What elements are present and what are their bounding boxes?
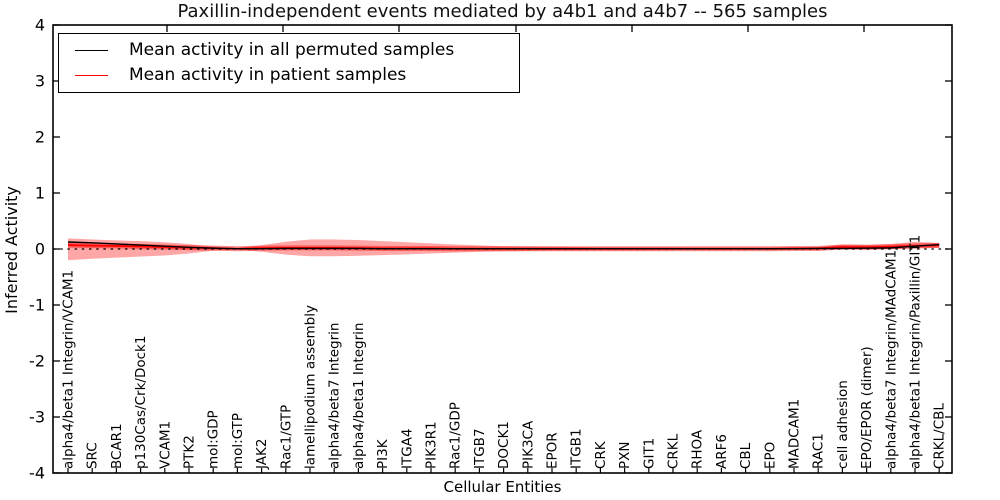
x-tick-label: ARF6 <box>714 434 730 469</box>
y-tick-label: -4 <box>29 464 45 483</box>
x-tick-label: PIK3R1 <box>424 421 440 469</box>
y-tick-label: -2 <box>29 352 45 371</box>
x-tick-label: GIT1 <box>641 438 657 469</box>
legend-label-permuted: Mean activity in all permuted samples <box>129 40 455 60</box>
legend: Mean activity in all permuted samples Me… <box>58 33 520 93</box>
x-tick-label: cell adhesion <box>835 380 851 469</box>
y-tick-label: 2 <box>35 128 45 147</box>
x-tick-label: CBL <box>738 442 754 469</box>
x-tick-label: RAC1 <box>811 433 827 469</box>
legend-item-permuted: Mean activity in all permuted samples <box>59 42 519 59</box>
permuted-line-swatch-icon <box>75 50 108 51</box>
x-tick-label: CRKL/CBL <box>932 403 948 469</box>
x-tick-label: mol:GTP <box>230 413 246 469</box>
y-tick-label: -1 <box>29 296 45 315</box>
permuted-mean-line <box>67 241 940 250</box>
legend-label-patient: Mean activity in patient samples <box>129 65 407 85</box>
x-tick-label: lamellipodium assembly <box>303 305 319 469</box>
x-tick-label: PI3K <box>375 438 391 469</box>
x-tick-label: RHOA <box>690 429 706 469</box>
x-tick-label: DOCK1 <box>496 421 512 469</box>
x-tick-label: MADCAM1 <box>787 399 803 469</box>
x-axis-label: Cellular Entities <box>443 478 562 496</box>
x-tick-label: mol:GDP <box>206 410 222 469</box>
y-tick-label: 0 <box>35 240 45 259</box>
x-tick-label: BCAR1 <box>109 423 125 469</box>
x-tick-label: EPO/EPOR (dimer) <box>859 346 875 469</box>
x-tick-label: ITGB7 <box>472 428 488 469</box>
y-tick-label: 4 <box>35 16 45 35</box>
x-tick-label: CRKL <box>666 433 682 469</box>
x-tick-label: Rac1/GTP <box>278 405 294 469</box>
x-tick-label: alpha4/beta7 Integrin/MAdCAM1 <box>883 250 899 469</box>
x-tick-label: alpha4/beta1 Integrin/Paxillin/GIT1 <box>908 235 924 469</box>
x-tick-label: PTK2 <box>182 435 198 469</box>
chart-title: Paxillin-independent events mediated by … <box>177 1 828 22</box>
x-tick-label: JAK2 <box>254 439 270 470</box>
x-tick-label: SRC <box>85 442 101 469</box>
x-tick-label: alpha4/beta1 Integrin/VCAM1 <box>61 270 77 469</box>
y-tick-label: 1 <box>35 184 45 203</box>
x-tick-label: EPO <box>762 442 778 469</box>
x-tick-label: VCAM1 <box>157 421 173 469</box>
x-tick-label: ITGB1 <box>569 428 585 469</box>
y-tick-label: -3 <box>29 408 45 427</box>
y-axis-label: Inferred Activity <box>2 186 21 314</box>
patient-line-swatch-icon <box>75 75 108 76</box>
legend-item-patient: Mean activity in patient samples <box>59 67 519 84</box>
x-tick-label: PXN <box>617 442 633 470</box>
x-tick-label: ITGA4 <box>399 428 415 469</box>
x-tick-label: CRK <box>593 440 609 469</box>
x-tick-label: alpha4/beta7 Integrin <box>327 323 343 469</box>
y-tick-label: 3 <box>35 72 45 91</box>
x-tick-label: p130Cas/Crk/Dock1 <box>133 336 149 469</box>
x-tick-label: PIK3CA <box>520 420 536 469</box>
x-tick-label: alpha4/beta1 Integrin <box>351 323 367 469</box>
x-tick-label: Rac1/GDP <box>448 402 464 469</box>
x-tick-label: EPOR <box>545 432 561 469</box>
